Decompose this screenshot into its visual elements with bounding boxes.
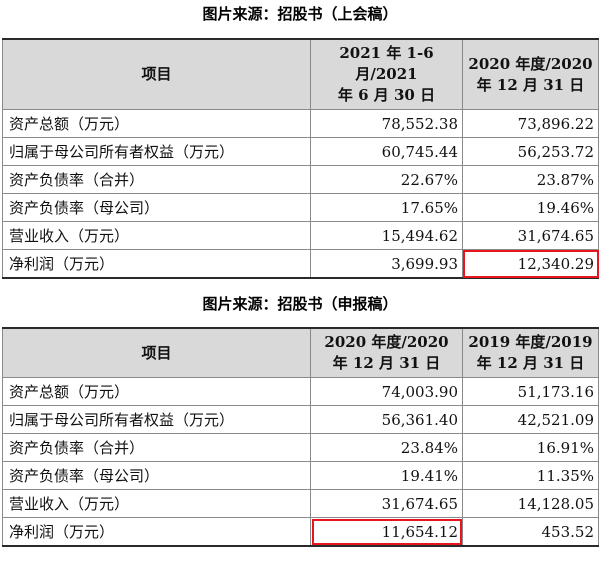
table-row: 净利润（万元） 11,654.12 453.52 bbox=[2, 517, 599, 547]
row-label: 归属于母公司所有者权益（万元） bbox=[2, 137, 311, 166]
table-row: 资产负债率（合并） 22.67% 23.87% bbox=[2, 165, 599, 194]
row-label: 营业收入（万元） bbox=[2, 221, 311, 250]
table2-caption: 图片来源：招股书（申报稿） bbox=[202, 295, 398, 313]
highlighted-net-profit-value: 11,654.12 bbox=[310, 517, 463, 547]
table-row: 资产负债率（母公司） 19.41% 11.35% bbox=[2, 461, 599, 490]
highlighted-net-profit-value: 12,340.29 bbox=[462, 249, 599, 279]
period-header-2: 2020 年度/2020 年 12 月 31 日 bbox=[462, 38, 599, 110]
row-label: 资产负债率（母公司） bbox=[2, 193, 311, 222]
row-label: 净利润（万元） bbox=[2, 517, 311, 547]
table-row: 归属于母公司所有者权益（万元） 56,361.40 42,521.09 bbox=[2, 405, 599, 434]
table-row: 资产总额（万元） 78,552.38 73,896.22 bbox=[2, 109, 599, 138]
row-value: 19.41% bbox=[310, 461, 463, 490]
period-header-1: 2021 年 1-6 月/2021 年 6 月 30 日 bbox=[310, 38, 463, 110]
row-value: 3,699.93 bbox=[310, 249, 463, 279]
period-header-1: 2020 年度/2020 年 12 月 31 日 bbox=[310, 327, 463, 378]
table-row: 资产负债率（母公司） 17.65% 19.46% bbox=[2, 193, 599, 222]
row-value: 453.52 bbox=[462, 517, 599, 547]
row-label: 资产负债率（母公司） bbox=[2, 461, 311, 490]
table-header-row: 项目 2020 年度/2020 年 12 月 31 日 2019 年度/2019… bbox=[2, 327, 599, 378]
row-value: 31,674.65 bbox=[310, 489, 463, 518]
row-label: 资产总额（万元） bbox=[2, 109, 311, 138]
row-label: 净利润（万元） bbox=[2, 249, 311, 279]
row-value: 23.87% bbox=[462, 165, 599, 194]
row-value: 73,896.22 bbox=[462, 109, 599, 138]
table-header-row: 项目 2021 年 1-6 月/2021 年 6 月 30 日 2020 年度/… bbox=[2, 38, 599, 110]
table-row: 营业收入（万元） 31,674.65 14,128.05 bbox=[2, 489, 599, 518]
row-value: 22.67% bbox=[310, 165, 463, 194]
row-value: 19.46% bbox=[462, 193, 599, 222]
row-value: 51,173.16 bbox=[462, 377, 599, 406]
table-row: 归属于母公司所有者权益（万元） 60,745.44 56,253.72 bbox=[2, 137, 599, 166]
row-label: 归属于母公司所有者权益（万元） bbox=[2, 405, 311, 434]
row-label: 营业收入（万元） bbox=[2, 489, 311, 518]
row-value: 74,003.90 bbox=[310, 377, 463, 406]
item-header: 项目 bbox=[2, 38, 311, 110]
item-header: 项目 bbox=[2, 327, 311, 378]
prospectus-table-filing: 项目 2020 年度/2020 年 12 月 31 日 2019 年度/2019… bbox=[2, 327, 599, 547]
row-value: 17.65% bbox=[310, 193, 463, 222]
row-value: 16.91% bbox=[462, 433, 599, 462]
row-value: 11.35% bbox=[462, 461, 599, 490]
row-label: 资产负债率（合并） bbox=[2, 165, 311, 194]
row-label: 资产负债率（合并） bbox=[2, 433, 311, 462]
table-row: 营业收入（万元） 15,494.62 31,674.65 bbox=[2, 221, 599, 250]
period-header-2: 2019 年度/2019 年 12 月 31 日 bbox=[462, 327, 599, 378]
row-value: 78,552.38 bbox=[310, 109, 463, 138]
table1-caption: 图片来源：招股书（上会稿） bbox=[202, 5, 398, 23]
table-row: 资产负债率（合并） 23.84% 16.91% bbox=[2, 433, 599, 462]
row-value: 15,494.62 bbox=[310, 221, 463, 250]
row-label: 资产总额（万元） bbox=[2, 377, 311, 406]
row-value: 60,745.44 bbox=[310, 137, 463, 166]
row-value: 14,128.05 bbox=[462, 489, 599, 518]
prospectus-table-pre-meeting: 项目 2021 年 1-6 月/2021 年 6 月 30 日 2020 年度/… bbox=[2, 38, 599, 279]
row-value: 42,521.09 bbox=[462, 405, 599, 434]
row-value: 56,361.40 bbox=[310, 405, 463, 434]
row-value: 31,674.65 bbox=[462, 221, 599, 250]
table-row: 净利润（万元） 3,699.93 12,340.29 bbox=[2, 249, 599, 279]
row-value: 23.84% bbox=[310, 433, 463, 462]
row-value: 56,253.72 bbox=[462, 137, 599, 166]
table-row: 资产总额（万元） 74,003.90 51,173.16 bbox=[2, 377, 599, 406]
